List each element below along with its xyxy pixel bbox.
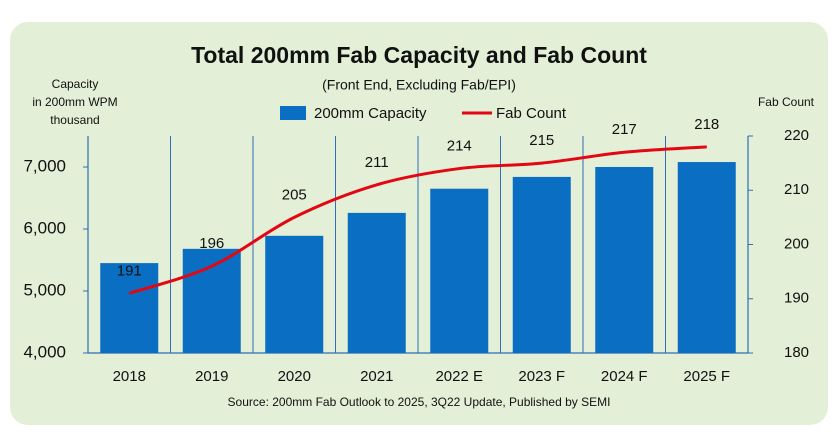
y-tick-label: 5,000 xyxy=(23,280,66,299)
x-tick-label: 2025 F xyxy=(683,368,730,385)
data-label: 215 xyxy=(529,132,554,149)
y2-tick-label: 190 xyxy=(784,290,809,307)
y-axis-title: thousand xyxy=(50,113,99,127)
bar xyxy=(182,248,241,353)
x-tick-label: 2024 F xyxy=(601,368,648,385)
data-label: 214 xyxy=(447,138,472,155)
bar xyxy=(430,188,489,353)
y2-tick-label: 180 xyxy=(784,344,809,361)
x-tick-label: 2021 xyxy=(360,368,393,385)
y2-tick-label: 220 xyxy=(784,127,809,144)
data-label: 218 xyxy=(694,116,719,133)
x-tick-label: 2018 xyxy=(113,368,146,385)
data-label: 217 xyxy=(612,121,637,138)
y-axis-title: in 200mm WPM xyxy=(32,95,117,109)
source-note: Source: 200mm Fab Outlook to 2025, 3Q22 … xyxy=(228,395,611,409)
bar xyxy=(677,162,736,353)
bar xyxy=(347,212,406,353)
bar xyxy=(100,263,159,353)
data-label: 205 xyxy=(282,186,307,203)
legend-swatch xyxy=(280,106,306,120)
x-tick-label: 2023 F xyxy=(518,368,565,385)
bar xyxy=(512,176,571,353)
y2-tick-label: 210 xyxy=(784,181,809,198)
chart-subtitle: (Front End, Excluding Fab/EPI) xyxy=(322,77,516,93)
bar xyxy=(595,167,654,353)
y-tick-label: 4,000 xyxy=(23,342,66,361)
y-axis-title: Capacity xyxy=(52,77,99,91)
data-label: 191 xyxy=(117,262,142,279)
y-tick-label: 6,000 xyxy=(23,218,66,237)
data-label: 211 xyxy=(365,154,389,171)
bar xyxy=(265,235,324,353)
y2-axis-title: Fab Count xyxy=(758,95,815,109)
chart-title: Total 200mm Fab Capacity and Fab Count xyxy=(191,42,647,68)
data-label: 196 xyxy=(199,235,224,252)
legend-label: Fab Count xyxy=(496,105,567,122)
line xyxy=(128,145,707,295)
x-tick-label: 2019 xyxy=(195,368,228,385)
x-tick-label: 2020 xyxy=(278,368,311,385)
legend-label: 200mm Capacity xyxy=(314,105,427,122)
x-tick-label: 2022 E xyxy=(435,368,483,385)
y2-tick-label: 200 xyxy=(784,235,809,252)
y-tick-label: 7,000 xyxy=(23,156,66,175)
